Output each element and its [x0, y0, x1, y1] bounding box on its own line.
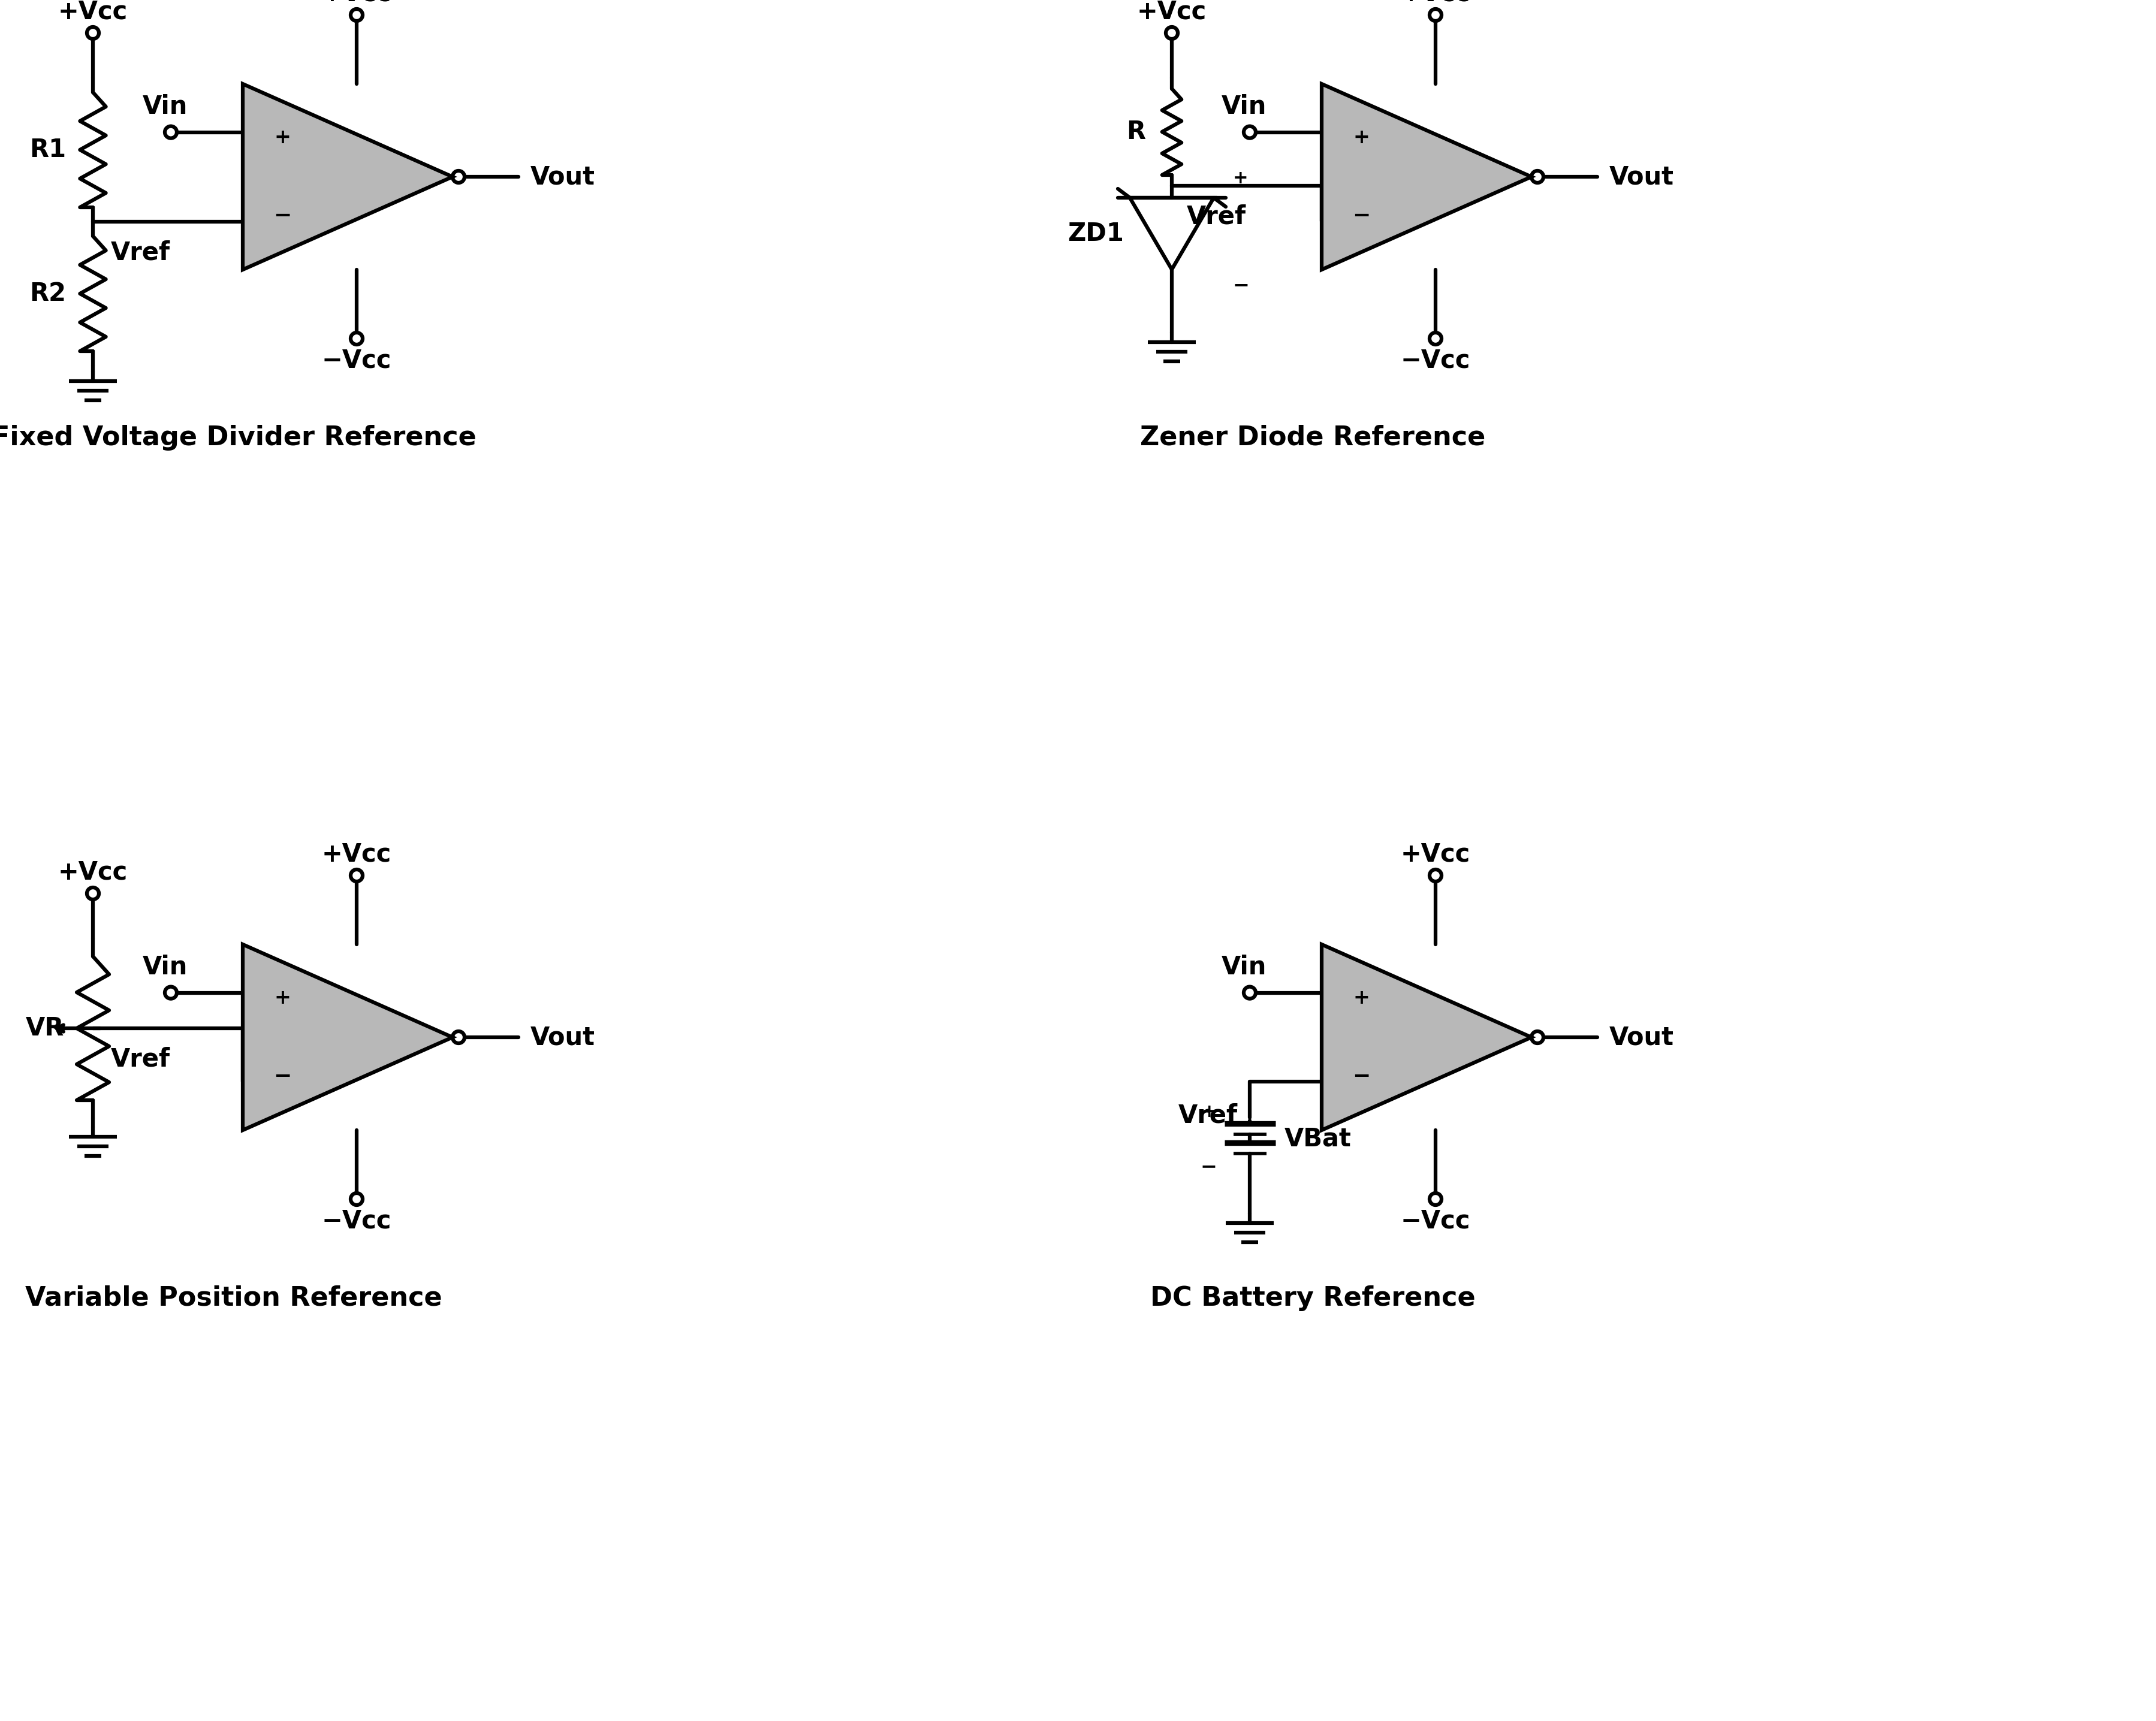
Text: DC Battery Reference: DC Battery Reference: [1149, 1286, 1475, 1311]
Text: R2: R2: [30, 281, 67, 306]
Text: −Vcc: −Vcc: [1401, 348, 1470, 373]
Text: +: +: [1201, 1103, 1216, 1120]
Text: −: −: [1233, 275, 1250, 296]
Text: Fixed Voltage Divider Reference: Fixed Voltage Divider Reference: [0, 425, 476, 451]
Text: Vref: Vref: [110, 239, 170, 265]
Text: Vout: Vout: [1608, 1024, 1673, 1050]
Text: Vout: Vout: [530, 163, 595, 189]
Text: +: +: [1233, 170, 1248, 188]
Polygon shape: [244, 84, 453, 270]
Text: +Vcc: +Vcc: [321, 0, 392, 5]
Text: Vin: Vin: [142, 95, 188, 119]
Text: R: R: [1125, 119, 1145, 145]
Text: Vin: Vin: [1220, 95, 1266, 119]
Text: Vref: Vref: [1186, 203, 1246, 229]
Text: −: −: [1352, 205, 1371, 225]
Text: −Vcc: −Vcc: [321, 1208, 392, 1234]
Text: +Vcc: +Vcc: [58, 859, 127, 885]
Text: −: −: [1352, 1065, 1371, 1086]
Text: Vout: Vout: [1608, 163, 1673, 189]
Text: +Vcc: +Vcc: [321, 842, 392, 866]
Text: R1: R1: [30, 138, 67, 162]
Polygon shape: [1322, 945, 1531, 1131]
Text: +Vcc: +Vcc: [1136, 0, 1207, 24]
Text: −Vcc: −Vcc: [321, 348, 392, 373]
Text: Vref: Vref: [1179, 1103, 1238, 1127]
Text: +: +: [274, 988, 291, 1009]
Text: +: +: [1354, 988, 1369, 1009]
Text: +Vcc: +Vcc: [1401, 842, 1470, 866]
Polygon shape: [1322, 84, 1531, 270]
Text: VR: VR: [26, 1015, 65, 1041]
Text: Vin: Vin: [142, 955, 188, 979]
Text: Vout: Vout: [530, 1024, 595, 1050]
Text: −: −: [274, 1065, 291, 1086]
Text: +Vcc: +Vcc: [58, 0, 127, 24]
Text: −: −: [1201, 1157, 1216, 1177]
Text: −: −: [274, 205, 291, 225]
Text: −Vcc: −Vcc: [1401, 1208, 1470, 1234]
Polygon shape: [244, 945, 453, 1131]
Text: +: +: [274, 127, 291, 148]
Text: VBat: VBat: [1285, 1126, 1352, 1151]
Text: Variable Position Reference: Variable Position Reference: [26, 1286, 442, 1311]
Text: +Vcc: +Vcc: [1401, 0, 1470, 5]
Text: +: +: [1354, 127, 1369, 148]
Text: ZD1: ZD1: [1067, 220, 1123, 246]
Text: Vref: Vref: [110, 1046, 170, 1072]
Text: Zener Diode Reference: Zener Diode Reference: [1141, 425, 1485, 451]
Text: Vin: Vin: [1220, 955, 1266, 979]
